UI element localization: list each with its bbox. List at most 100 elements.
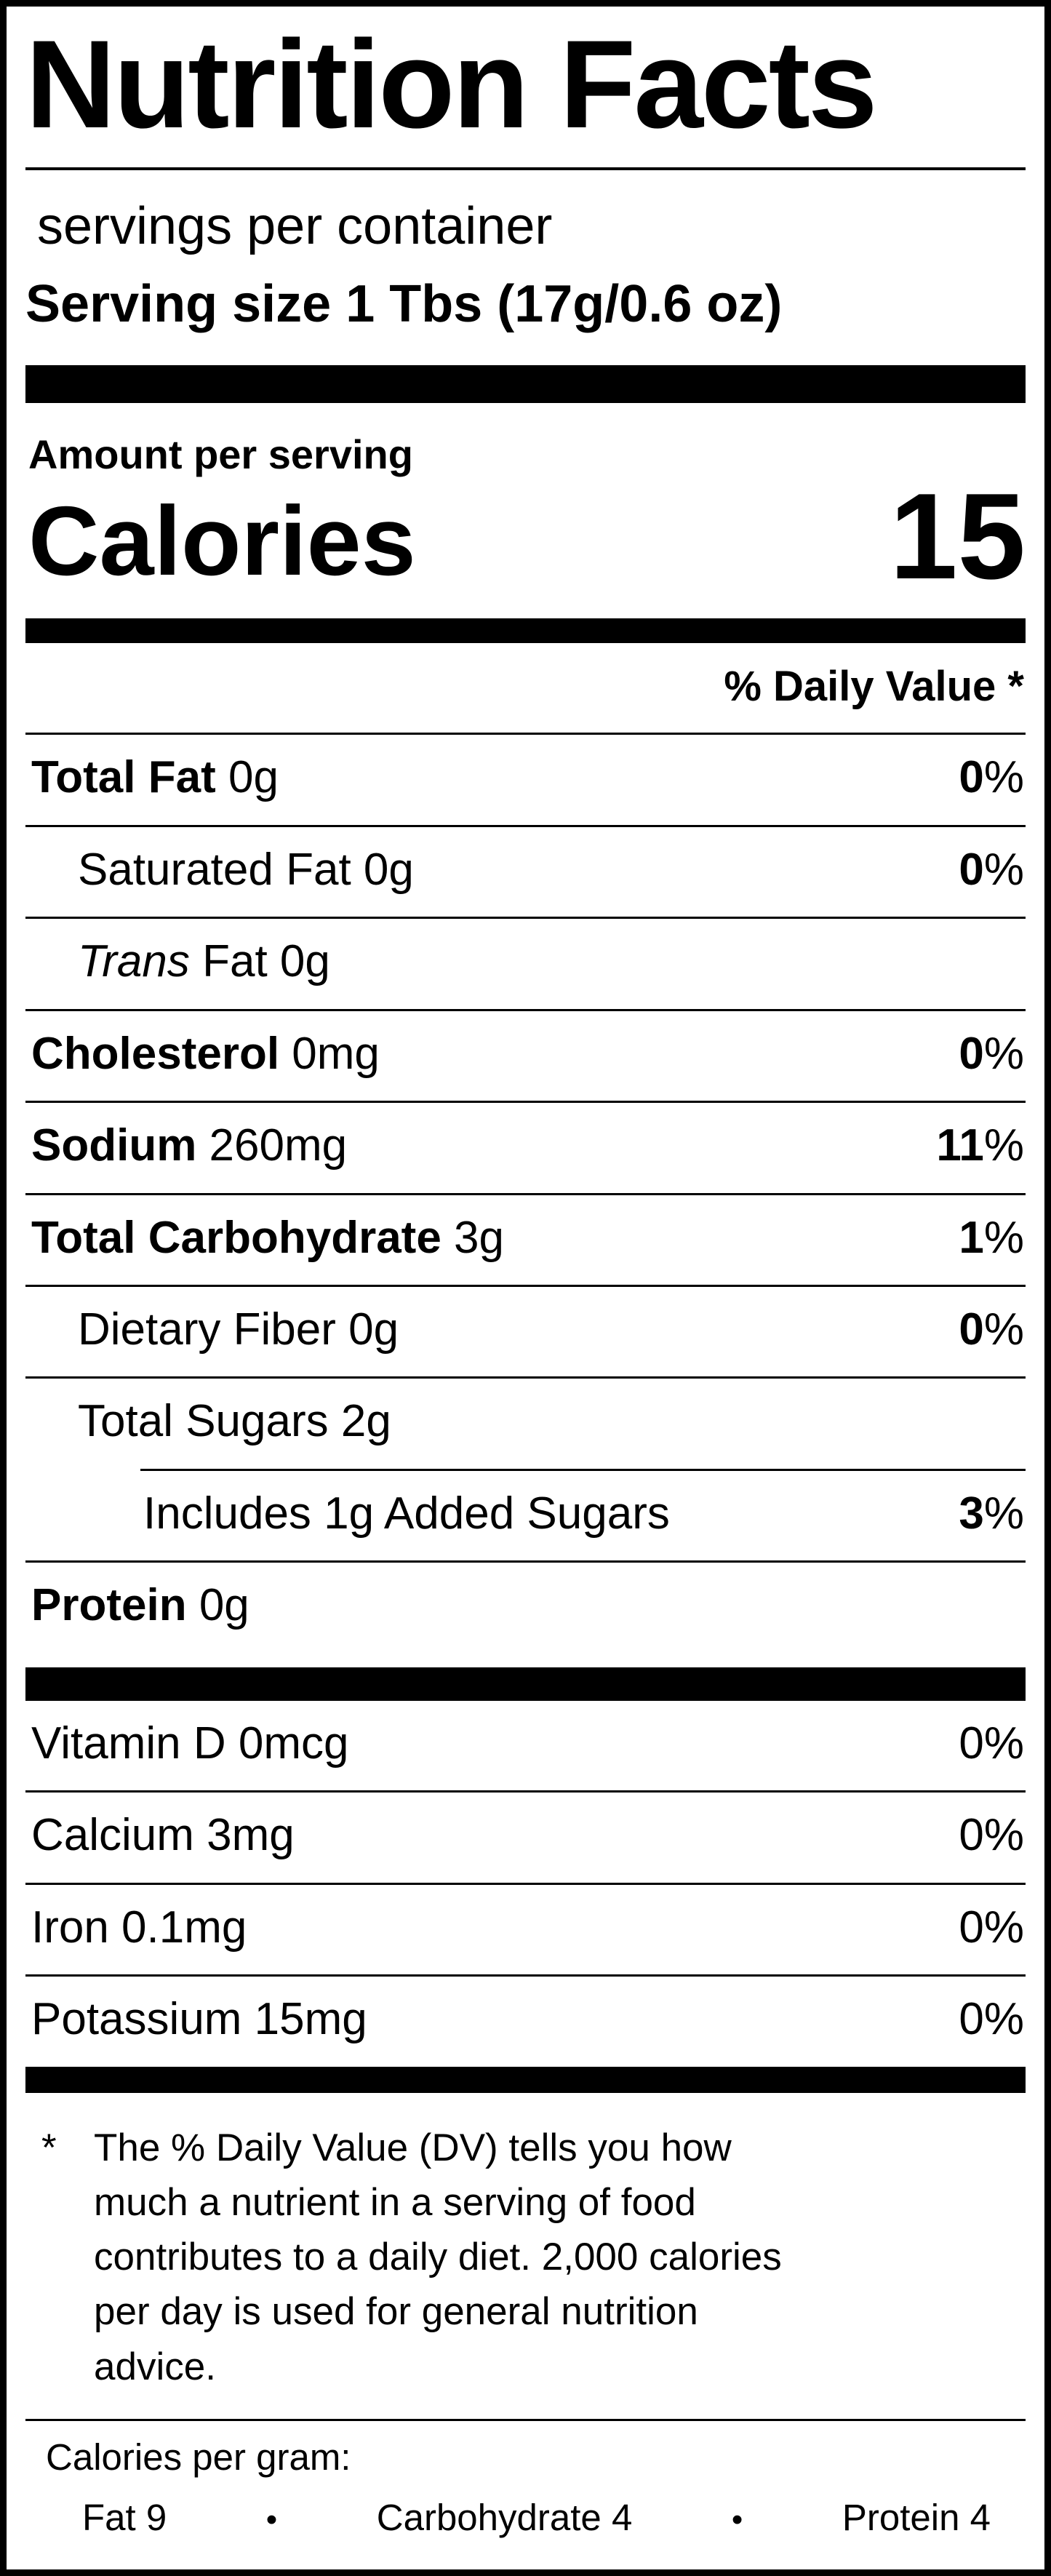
nutrient-amount: Total Sugars 2g <box>78 1396 391 1447</box>
daily-value: 0% <box>959 1994 1024 2044</box>
nutrient-bold-text: Cholesterol <box>31 1028 280 1079</box>
row-vitamin-d: Vitamin D 0mcg 0% <box>25 1701 1026 1790</box>
nutrient-name: Saturated Fat 0g <box>78 845 414 895</box>
nutrient-name: Total Fat 0g <box>31 752 279 802</box>
nutrient-amount: 0g <box>186 1580 249 1631</box>
daily-value: 0% <box>959 1902 1024 1953</box>
nutrient-amount: 0g <box>215 752 279 803</box>
row-sodium: Sodium 260mg 11% <box>25 1101 1026 1192</box>
dv-percent-sign: % <box>983 1810 1024 1861</box>
nutrient-name: Iron 0.1mg <box>31 1902 247 1953</box>
dv-percent-sign: % <box>983 1304 1024 1355</box>
title-separator <box>25 167 1026 170</box>
dv-number: 0 <box>959 1304 984 1355</box>
dv-percent-sign: % <box>983 1994 1024 2045</box>
nutrient-amount: 0mg <box>279 1028 380 1079</box>
daily-value-footnote: * The % Daily Value (DV) tells you how m… <box>25 2093 1026 2394</box>
row-cholesterol: Cholesterol 0mg 0% <box>25 1008 1026 1101</box>
nutrient-amount: Potassium 15mg <box>31 1994 367 2045</box>
dv-percent-sign: % <box>983 844 1024 895</box>
medium-divider-bar <box>25 618 1026 644</box>
amount-per-serving: Amount per serving <box>28 431 413 478</box>
nutrient-bold-text: Protein <box>31 1580 187 1631</box>
row-iron: Iron 0.1mg 0% <box>25 1882 1026 1974</box>
daily-value-header: % Daily Value * <box>724 663 1024 711</box>
nutrient-amount: Fat 0g <box>189 936 330 987</box>
dv-number: 0 <box>959 1902 984 1953</box>
daily-value: 0% <box>959 1029 1024 1079</box>
footnote-line: per day is used for general nutrition <box>94 2290 698 2334</box>
calories-label: Calories <box>28 485 416 596</box>
nutrient-name: Total Sugars 2g <box>78 1396 391 1446</box>
calories-row: Calories 15 <box>25 467 1026 605</box>
footnote-line: advice. <box>94 2345 216 2388</box>
dv-number: 0 <box>959 752 984 803</box>
nutrient-bold-text: Total Fat <box>31 752 216 803</box>
calories-value: 15 <box>890 467 1026 605</box>
nutrient-name: Vitamin D 0mcg <box>31 1718 348 1768</box>
nutrient-amount: Vitamin D 0mcg <box>31 1718 349 1768</box>
thick-divider-bar <box>25 1667 1026 1701</box>
dv-percent-sign: % <box>983 1120 1024 1171</box>
nutrient-name: Includes 1g Added Sugars <box>143 1488 670 1539</box>
daily-value: 11% <box>936 1120 1024 1171</box>
daily-value: 3% <box>959 1488 1024 1539</box>
nutrient-name: Protein 0g <box>31 1580 249 1630</box>
daily-value: 0% <box>959 752 1024 802</box>
calories-per-gram-label: Calories per gram: <box>46 2436 351 2478</box>
thick-divider-bar <box>25 365 1026 404</box>
dv-number: 0 <box>959 844 984 895</box>
row-potassium: Potassium 15mg 0% <box>25 1974 1026 2066</box>
daily-value: 0% <box>959 1810 1024 1860</box>
row-trans-fat: Trans Fat 0g <box>25 917 1026 1008</box>
nutrient-bold-text: Sodium <box>31 1120 197 1171</box>
row-total-fat: Total Fat 0g 0% <box>25 733 1026 824</box>
row-protein: Protein 0g <box>25 1560 1026 1652</box>
fat-calories: Fat 9 <box>82 2496 167 2538</box>
dv-number: 0 <box>959 1718 984 1768</box>
nutrient-name: Dietary Fiber 0g <box>78 1304 399 1355</box>
nutrient-amount: Dietary Fiber 0g <box>78 1304 399 1355</box>
serving-size: Serving size 1 Tbs (17g/0.6 oz) <box>25 275 783 334</box>
bullet-separator: • <box>265 2501 278 2537</box>
footnote-text: The % Daily Value (DV) tells you how muc… <box>94 2121 782 2394</box>
daily-value: 0% <box>959 1304 1024 1355</box>
dv-number: 0 <box>959 1810 984 1861</box>
nutrient-name: Cholesterol 0mg <box>31 1029 380 1079</box>
daily-value: 1% <box>959 1213 1024 1263</box>
servings-per-container: servings per container <box>37 196 553 255</box>
nutrient-amount: Calcium 3mg <box>31 1810 295 1861</box>
nutrient-amount: Includes 1g Added Sugars <box>143 1488 670 1539</box>
daily-value: 0% <box>959 1718 1024 1768</box>
dv-percent-sign: % <box>983 1212 1024 1263</box>
protein-calories: Protein 4 <box>842 2496 991 2538</box>
row-total-carbohydrate: Total Carbohydrate 3g 1% <box>25 1192 1026 1285</box>
nutrient-amount: 260mg <box>196 1120 348 1171</box>
label-title: Nutrition Facts <box>25 15 878 154</box>
daily-value: 0% <box>959 845 1024 895</box>
nutrient-name: Total Carbohydrate 3g <box>31 1213 504 1263</box>
dv-percent-sign: % <box>983 752 1024 803</box>
row-added-sugars: Includes 1g Added Sugars 3% <box>140 1468 1026 1560</box>
footnote-asterisk: * <box>41 2126 57 2169</box>
bullet-separator: • <box>731 2501 743 2537</box>
carbohydrate-calories: Carbohydrate 4 <box>376 2496 633 2538</box>
footer-separator <box>25 2418 1026 2421</box>
row-calcium: Calcium 3mg 0% <box>25 1790 1026 1882</box>
nutrient-amount: Iron 0.1mg <box>31 1902 247 1953</box>
dv-number: 11 <box>936 1120 984 1171</box>
dv-percent-sign: % <box>983 1902 1024 1953</box>
dv-percent-sign: % <box>983 1028 1024 1079</box>
footnote-line: The % Daily Value (DV) tells you how <box>94 2126 732 2169</box>
nutrient-amount: Saturated Fat 0g <box>78 844 414 895</box>
nutrient-name: Potassium 15mg <box>31 1994 367 2044</box>
row-dietary-fiber: Dietary Fiber 0g 0% <box>25 1285 1026 1376</box>
dv-number: 0 <box>959 1994 984 2045</box>
nutrient-name: Calcium 3mg <box>31 1810 295 1860</box>
nutrient-name: Sodium 260mg <box>31 1120 347 1171</box>
footnote-line: much a nutrient in a serving of food <box>94 2180 696 2224</box>
calories-per-gram-values: Fat 9 • Carbohydrate 4 • Protein 4 <box>25 2496 991 2539</box>
dv-percent-sign: % <box>983 1488 1024 1539</box>
dv-number: 0 <box>959 1028 984 1079</box>
